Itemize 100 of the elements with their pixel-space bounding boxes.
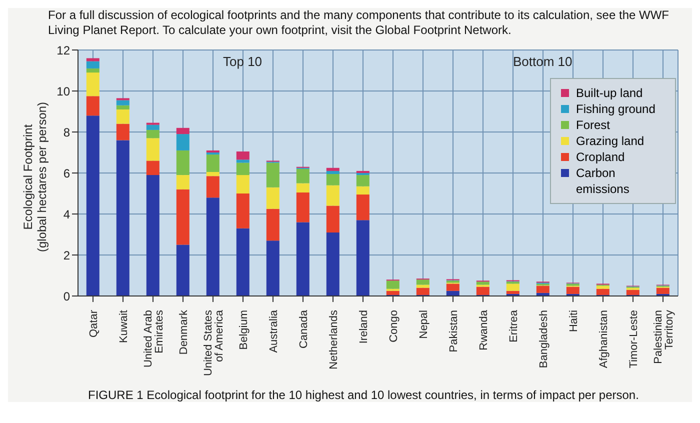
x-tick-label: Pakistan <box>448 310 460 352</box>
bar <box>566 286 580 294</box>
x-tick-label: Rwanda <box>478 309 490 350</box>
x-tick-label: Ireland <box>358 310 370 344</box>
x-tick-label: Palestinian Territory <box>652 310 676 364</box>
annotation: Top 10 <box>223 54 262 69</box>
bar <box>116 140 130 296</box>
bar <box>146 175 160 296</box>
bar <box>176 134 190 150</box>
bar <box>356 175 370 186</box>
bar <box>236 194 250 228</box>
bar <box>176 128 190 134</box>
bar <box>86 58 100 62</box>
bar <box>356 220 370 296</box>
y-tick-label: 0 <box>63 289 70 304</box>
text: For a full discussion of ecological footprints and the many components that contribute to its calculation, see the WWF Living Planet Report. To calculate your own footprint, visit the Global Footprint Network. <box>47 8 670 39</box>
legend-label: Carbon emissions <box>576 165 630 197</box>
bar <box>476 286 490 295</box>
bar <box>536 286 550 293</box>
bar <box>86 116 100 296</box>
y-axis-title: Ecological Footprint (global hectares per person) <box>21 102 49 252</box>
bar <box>326 206 340 232</box>
bar <box>236 162 250 176</box>
bar <box>176 175 190 190</box>
x-tick-label: Australia <box>268 309 280 353</box>
bar <box>356 194 370 220</box>
x-tick-label: Eritrea <box>508 309 520 342</box>
y-tick-label: 12 <box>56 43 70 58</box>
bar <box>116 124 130 140</box>
x-tick-label: Qatar <box>88 310 100 338</box>
bar <box>86 96 100 116</box>
bar <box>116 100 130 106</box>
x-tick-label: Kuwait <box>118 310 130 344</box>
x-tick-label: Timor-Leste <box>628 310 640 368</box>
bar <box>266 208 280 241</box>
bar <box>206 154 220 172</box>
bar <box>266 162 280 188</box>
bar <box>206 172 220 176</box>
bar <box>176 189 190 245</box>
x-tick-label: Haiti <box>568 310 580 332</box>
bar <box>326 232 340 296</box>
bar <box>86 72 100 96</box>
bar <box>296 192 310 222</box>
bar <box>326 168 340 171</box>
bar <box>86 68 100 73</box>
bar <box>326 174 340 186</box>
bar <box>356 186 370 195</box>
bar <box>386 280 400 289</box>
bar <box>386 290 400 295</box>
x-tick-label: Bangladesh <box>538 310 550 368</box>
bar <box>296 168 310 184</box>
bar <box>236 151 250 160</box>
bar <box>236 175 250 194</box>
y-tick-label: 4 <box>63 207 70 222</box>
x-tick-label: Congo <box>388 310 400 342</box>
bar <box>446 284 460 291</box>
x-tick-label: United Arab Emirates <box>142 310 166 368</box>
y-tick-label: 8 <box>63 125 70 140</box>
bar <box>116 109 130 124</box>
x-tick-label: Belgium <box>238 310 250 350</box>
y-tick-label: 2 <box>63 248 70 262</box>
legend-label: Grazing land <box>576 133 644 149</box>
bar <box>416 280 430 285</box>
x-tick-label: Afghanistan <box>598 310 610 368</box>
bar <box>326 185 340 206</box>
legend-label: Forest <box>576 117 610 133</box>
bar <box>146 160 160 176</box>
bar <box>116 105 130 110</box>
bar <box>296 183 310 192</box>
x-tick-label: Netherlands <box>328 310 340 370</box>
bar <box>176 150 190 176</box>
x-tick-label: Denmark <box>178 310 190 355</box>
bar <box>416 284 430 288</box>
annotation: Bottom 10 <box>513 54 572 69</box>
bar <box>416 288 430 295</box>
legend-label: Built-up land <box>576 85 643 101</box>
bar <box>296 222 310 296</box>
bar <box>266 187 280 209</box>
x-tick-label: United States of America <box>202 309 226 376</box>
bar <box>236 228 250 296</box>
bar <box>146 130 160 138</box>
bar <box>506 284 520 291</box>
caption: FIGURE 1 Ecological footprint for the 10 highest and 10 lowest countries, in terms of impact per person. <box>87 387 640 402</box>
bar <box>596 288 610 295</box>
legend-label: Cropland <box>576 149 625 165</box>
bar <box>236 160 250 163</box>
bar <box>506 290 520 294</box>
legend-label: Fishing ground <box>576 101 656 117</box>
bar <box>656 288 670 294</box>
bar <box>326 170 340 174</box>
x-tick-label: Canada <box>298 309 310 349</box>
bar <box>266 240 280 296</box>
bar <box>176 244 190 296</box>
bar <box>206 198 220 296</box>
bar <box>596 286 610 289</box>
bar <box>146 124 160 130</box>
x-tick-label: Nepal <box>418 310 430 339</box>
y-tick-label: 6 <box>63 166 70 180</box>
bar <box>206 176 220 198</box>
bar <box>626 290 640 295</box>
